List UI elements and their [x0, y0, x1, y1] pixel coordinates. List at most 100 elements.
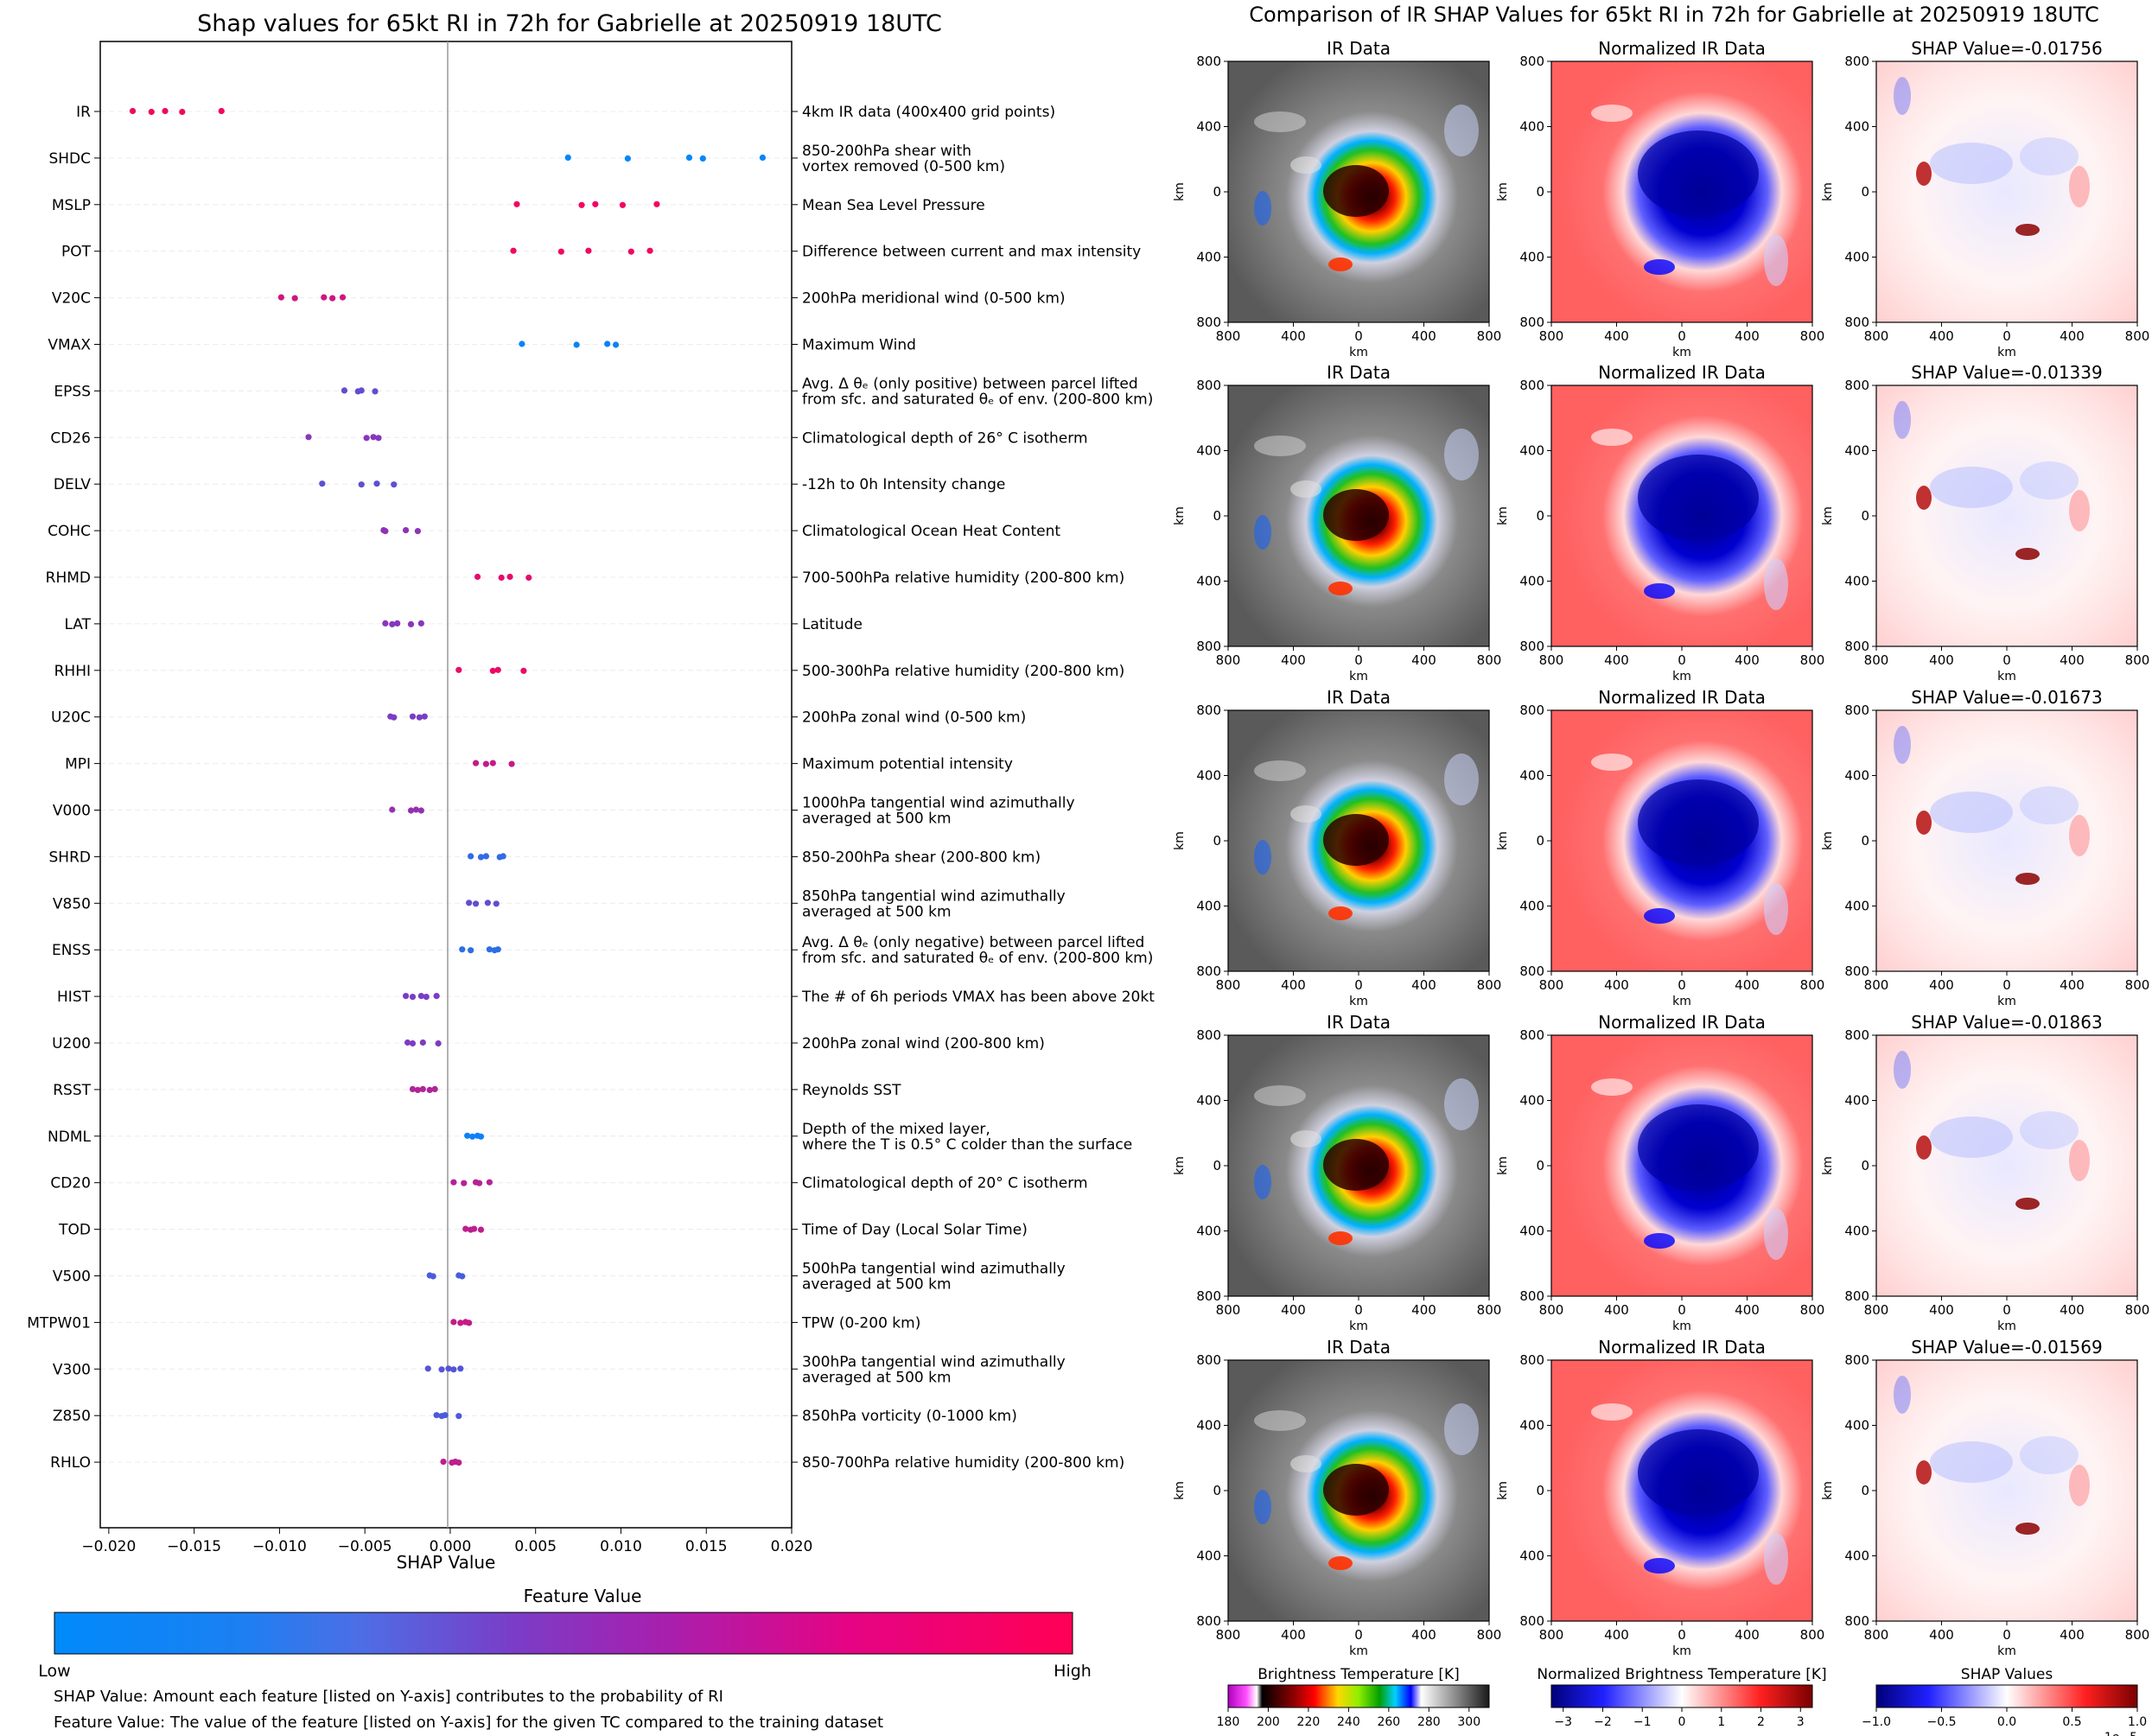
shap-point — [493, 900, 500, 907]
feature-description: 850hPa tangential wind azimuthally — [802, 887, 1066, 905]
x-axis-label: SHAP Value — [397, 1552, 496, 1573]
shap-point — [423, 994, 430, 1001]
colorbar-tick-label: −3 — [1554, 1715, 1572, 1729]
feature-name: SHRD — [49, 849, 91, 866]
x-axis-label: km — [1997, 670, 2016, 684]
x-tick-label: −0.010 — [252, 1538, 307, 1555]
cloud-feature — [2015, 873, 2040, 885]
y-tick-label: 400 — [1519, 443, 1544, 459]
y-axis-label: km — [1496, 831, 1510, 850]
y-axis-label: km — [1496, 1481, 1510, 1500]
cloud-feature — [1638, 1429, 1759, 1516]
cloud-feature — [1444, 754, 1479, 805]
x-tick-label: −0.020 — [81, 1538, 136, 1555]
x-tick-label: 400 — [1281, 1302, 1306, 1318]
y-tick-label: 800 — [1519, 1288, 1544, 1304]
y-tick-label: 800 — [1519, 1613, 1544, 1629]
colorbar-tick-label: 260 — [1377, 1715, 1400, 1729]
shap-point — [358, 481, 365, 488]
y-axis-label: km — [1173, 1481, 1187, 1500]
cloud-feature — [2069, 166, 2090, 207]
cloud-feature — [2015, 1523, 2040, 1535]
y-tick-label: 0 — [1861, 184, 1869, 200]
y-tick-label: 800 — [1519, 703, 1544, 718]
x-axis-label: km — [1672, 995, 1691, 1008]
x-tick-label: 400 — [1735, 328, 1760, 344]
y-axis-label: km — [1173, 182, 1187, 201]
left-axes-frame — [99, 41, 793, 1529]
y-tick-label: 400 — [1519, 1093, 1544, 1109]
x-axis-label: km — [1349, 346, 1368, 359]
x-tick-label: 800 — [2125, 1302, 2150, 1318]
shap-point — [440, 1459, 447, 1466]
shap-point — [472, 760, 480, 766]
shap-point — [494, 666, 501, 673]
y-tick-label: 400 — [1844, 1224, 1869, 1239]
colorbar-tick-label: 2 — [1757, 1715, 1765, 1729]
cloud-feature — [2015, 224, 2040, 236]
shap-point — [373, 480, 380, 487]
x-tick-label: 400 — [2060, 328, 2085, 344]
shap-point — [409, 1040, 417, 1047]
cloud-feature — [1290, 480, 1321, 498]
shap-point — [525, 574, 532, 582]
panel-title: SHAP Value=-0.01569 — [1911, 1337, 2102, 1358]
panel-title: SHAP Value=-0.01339 — [1911, 362, 2102, 383]
x-tick-label: 0 — [1354, 652, 1363, 668]
x-tick-label: 0 — [2002, 977, 2011, 993]
shap-point — [699, 155, 706, 162]
colorbar-tick-label: 0.5 — [2062, 1715, 2081, 1729]
x-tick-label: 400 — [1604, 977, 1629, 993]
shap-point — [464, 1132, 471, 1139]
shap-point — [468, 853, 474, 860]
feature-name: MSLP — [52, 197, 91, 214]
cloud-feature — [1764, 883, 1788, 935]
cloud-feature — [1323, 1464, 1389, 1516]
cloud-feature — [1254, 436, 1306, 456]
cloud-feature — [1254, 191, 1271, 226]
shap-point — [391, 714, 398, 721]
x-tick-label: 0 — [1354, 1302, 1363, 1318]
cloud-feature — [1328, 1556, 1353, 1570]
y-tick-label: 0 — [1536, 1483, 1544, 1498]
shap-point — [417, 620, 424, 627]
left-title: Shap values for 65kt RI in 72h for Gabri… — [197, 10, 942, 37]
feature-description: Difference between current and max inten… — [802, 244, 1141, 261]
feature-name: V300 — [53, 1361, 91, 1378]
y-tick-label: 0 — [1536, 508, 1544, 524]
y-tick-label: 800 — [1844, 1027, 1869, 1043]
colorbar-tick-label: −1 — [1633, 1715, 1652, 1729]
cloud-feature — [1323, 814, 1389, 866]
cloud-feature — [1323, 489, 1389, 541]
shap-point — [372, 388, 379, 395]
x-tick-label: 400 — [1735, 652, 1760, 668]
feature-description: vortex removed (0-500 km) — [802, 158, 1005, 175]
x-tick-label: 0.010 — [600, 1538, 642, 1555]
x-tick-label: 400 — [1411, 1627, 1436, 1643]
footnote-feature: Feature Value: The value of the feature … — [54, 1714, 883, 1732]
x-tick-label: 400 — [1281, 652, 1306, 668]
feature-description: 850-700hPa relative humidity (200-800 km… — [802, 1454, 1124, 1472]
shap-point — [382, 620, 389, 627]
shap-point — [450, 1319, 457, 1326]
cloud-feature — [1894, 1051, 1911, 1089]
y-tick-label: 800 — [1844, 703, 1869, 718]
feature-description: Mean Sea Level Pressure — [802, 197, 985, 214]
x-tick-label: 800 — [1800, 328, 1825, 344]
cloud-feature — [2069, 1465, 2090, 1506]
shap-point — [500, 853, 506, 860]
feature-description: -12h to 0h Intensity change — [802, 476, 1005, 493]
shap-point — [455, 1459, 462, 1466]
image-colorbars: Brightness Temperature [K] 180 200 220 240 26… — [1217, 1666, 2148, 1736]
shap-point — [619, 201, 627, 208]
colorbar-low-label: Low — [38, 1662, 70, 1681]
shap-point — [604, 340, 611, 347]
cloud-feature — [1764, 1533, 1788, 1585]
cloud-feature — [2020, 137, 2079, 175]
x-axis-label: km — [1672, 346, 1691, 359]
shap-point — [129, 107, 137, 115]
shap-point — [339, 294, 347, 301]
y-tick-label: 800 — [1196, 963, 1221, 979]
shap-point — [414, 528, 422, 535]
